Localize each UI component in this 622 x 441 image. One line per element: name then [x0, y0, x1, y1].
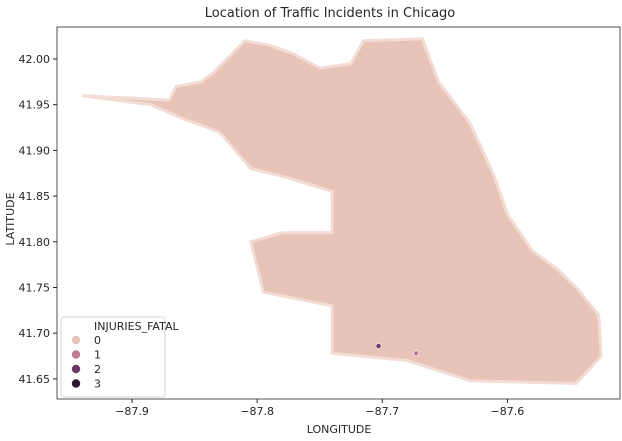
chart-title: Location of Traffic Incidents in Chicago — [205, 6, 456, 21]
legend-entry-label: 1 — [94, 349, 101, 362]
y-tick-label: 41.80 — [19, 236, 51, 249]
plot-frame — [56, 26, 621, 400]
y-tick-label: 41.70 — [19, 327, 51, 340]
x-tick-label: −87.6 — [491, 405, 525, 418]
plot-area — [81, 37, 603, 386]
fatal-incident-point — [413, 350, 419, 357]
legend-marker — [71, 364, 81, 374]
y-tick-label: 41.85 — [19, 190, 51, 203]
x-tick-label: −87.9 — [115, 405, 149, 418]
legend-entry-label: 3 — [94, 378, 101, 391]
y-axis-label: LATITUDE — [4, 192, 17, 245]
x-tick-label: −87.8 — [240, 405, 274, 418]
legend: INJURIES_FATAL 0 12 3 — [60, 316, 179, 398]
legend-title: INJURIES_FATAL — [94, 320, 179, 333]
legend-entry-label: 0 — [94, 334, 101, 347]
legend-marker — [71, 335, 81, 345]
legend-marker — [71, 350, 81, 359]
y-tick-label: 42.00 — [19, 53, 51, 66]
y-tick-label: 41.90 — [19, 144, 51, 157]
y-tick-label: 41.95 — [19, 99, 51, 112]
incident-density-region — [81, 37, 603, 386]
legend-box — [60, 316, 166, 398]
x-tick-label: −87.7 — [365, 405, 399, 418]
y-tick-label: 41.65 — [19, 373, 51, 386]
legend-entry-label: 2 — [94, 363, 101, 376]
legend-marker — [71, 379, 81, 388]
fatal-incident-point — [375, 343, 382, 349]
y-tick-label: 41.75 — [19, 281, 51, 294]
axes: −87.9 −87.8 −87.7 −87.6 41.65 41.70 41.75 41.80… — [19, 26, 621, 418]
x-axis-label: LONGITUDE — [307, 423, 372, 436]
scatter-points — [375, 343, 419, 357]
